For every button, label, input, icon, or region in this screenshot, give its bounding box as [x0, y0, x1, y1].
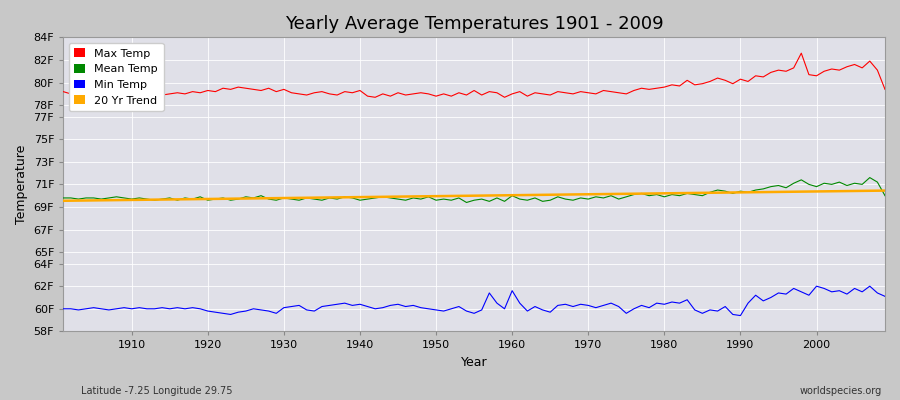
Title: Yearly Average Temperatures 1901 - 2009: Yearly Average Temperatures 1901 - 2009 — [284, 15, 663, 33]
X-axis label: Year: Year — [461, 356, 488, 369]
Text: worldspecies.org: worldspecies.org — [800, 386, 882, 396]
Legend: Max Temp, Mean Temp, Min Temp, 20 Yr Trend: Max Temp, Mean Temp, Min Temp, 20 Yr Tre… — [68, 43, 164, 111]
Y-axis label: Temperature: Temperature — [15, 145, 28, 224]
Text: Latitude -7.25 Longitude 29.75: Latitude -7.25 Longitude 29.75 — [81, 386, 232, 396]
